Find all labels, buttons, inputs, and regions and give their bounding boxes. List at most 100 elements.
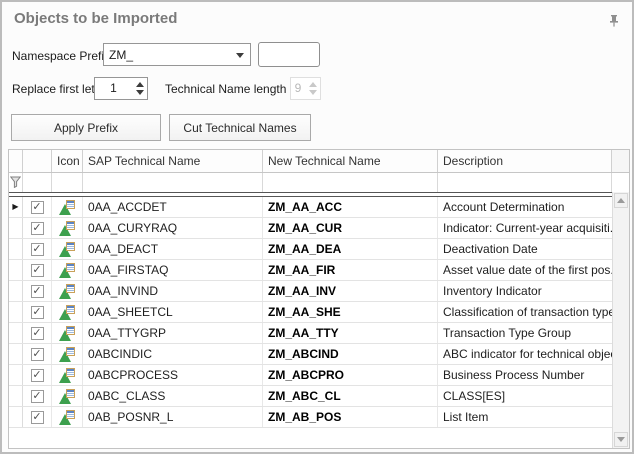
new-technical-name-cell: ZM_ABC_CL [263,386,438,406]
icon-cell [52,344,83,364]
new-technical-name-cell: ZM_AA_FIR [263,260,438,280]
new-technical-name-cell: ZM_AA_CUR [263,218,438,238]
row-checkbox[interactable]: ✓ [30,305,44,319]
arrow-up-icon [617,198,625,203]
description-cell: Deactivation Date [443,242,538,256]
replace-first-letters-stepper[interactable]: 1 [94,77,148,100]
pin-icon[interactable] [608,14,620,28]
cut-technical-names-button[interactable]: Cut Technical Names [169,114,311,141]
table-row[interactable]: ✓ 0ABCINDIC ZM_ABCIND ABC indicator for … [9,344,612,365]
checkbox-cell: ✓ [23,260,52,280]
row-checkbox[interactable]: ✓ [30,200,44,214]
icon-cell [52,197,83,217]
sap-technical-name-cell: 0AA_SHEETCL [83,302,263,322]
infoobject-icon [59,409,75,425]
row-checkbox[interactable]: ✓ [30,284,44,298]
new-technical-name-cell: ZM_AA_ACC [263,197,438,217]
header-checkbox-column[interactable] [23,150,52,172]
row-checkbox[interactable]: ✓ [30,389,44,403]
header-sap-technical-name[interactable]: SAP Technical Name [83,150,263,172]
table-row[interactable]: ✓ 0ABCPROCESS ZM_ABCPRO Business Process… [9,365,612,386]
table-row[interactable]: ✓ 0AA_FIRSTAQ ZM_AA_FIR Asset value date… [9,260,612,281]
checkbox-cell: ✓ [23,218,52,238]
replace-first-letters-value: 1 [110,81,117,95]
filter-cell[interactable] [23,173,52,192]
row-checkbox[interactable]: ✓ [30,347,44,361]
table-row[interactable]: ▶ ✓ 0AA_ACCDET ZM_AA_ACC Account Determi… [9,197,612,218]
table-row[interactable]: ✓ 0AB_POSNR_L ZM_AB_POS List Item [9,407,612,428]
infoobject-icon [59,241,75,257]
infoobject-icon [59,262,75,278]
prefix-extra-input[interactable] [258,42,320,67]
new-technical-name-cell: ZM_ABCPRO [263,365,438,385]
description-cell: Inventory Indicator [443,284,542,298]
checkbox-cell: ✓ [23,302,52,322]
namespace-prefix-combobox[interactable]: ZM_ [103,43,251,66]
icon-cell [52,260,83,280]
checkbox-cell: ✓ [23,323,52,343]
spin-down-icon[interactable] [135,90,144,95]
description-cell: Account Determination [443,200,565,214]
page-title: Objects to be Imported [14,10,178,27]
table-row[interactable]: ✓ 0AA_SHEETCL ZM_AA_SHE Classification o… [9,302,612,323]
filter-cell[interactable] [83,173,263,192]
header-new-technical-name[interactable]: New Technical Name [263,150,438,172]
table-row[interactable]: ✓ 0ABC_CLASS ZM_ABC_CL CLASS[ES] [9,386,612,407]
table-row[interactable]: ✓ 0AA_INVIND ZM_AA_INV Inventory Indicat… [9,281,612,302]
fixed-row-separator [9,192,612,197]
filter-cell[interactable] [52,173,83,192]
row-indicator [9,239,23,259]
filter-cell[interactable] [438,173,612,192]
scroll-up-button[interactable] [614,193,628,208]
table-row[interactable]: ✓ 0AA_TTYGRP ZM_AA_TTY Transaction Type … [9,323,612,344]
row-indicator [9,386,23,406]
namespace-prefix-value: ZM_ [109,47,133,62]
infoobject-icon [59,220,75,236]
arrow-down-icon [617,437,625,442]
header-description[interactable]: Description [438,150,612,172]
checkbox-cell: ✓ [23,344,52,364]
sap-technical-name-cell: 0ABC_CLASS [83,386,263,406]
replace-first-letters-label: Replace first letters [12,82,115,96]
new-technical-name-cell: ZM_ABCIND [263,344,438,364]
filter-row-indicator [9,173,23,192]
row-indicator [9,365,23,385]
sap-technical-name-cell: 0AA_DEACT [83,239,263,259]
table-header-row: Icon SAP Technical Name New Technical Na… [9,150,629,173]
filter-cell[interactable] [263,173,438,192]
spin-up-icon[interactable] [135,82,144,87]
row-checkbox[interactable]: ✓ [30,263,44,277]
vertical-scrollbar[interactable] [612,192,629,448]
chevron-down-icon[interactable] [236,53,244,58]
sap-technical-name-cell: 0AA_CURYRAQ [83,218,263,238]
row-checkbox[interactable]: ✓ [30,368,44,382]
row-checkbox[interactable]: ✓ [30,221,44,235]
row-checkbox[interactable]: ✓ [30,326,44,340]
table-body: ▶ ✓ 0AA_ACCDET ZM_AA_ACC Account Determi… [9,197,612,428]
description-cell: Indicator: Current-year acquisiti... [443,221,612,235]
infoobject-icon [59,346,75,362]
header-row-indicator [9,150,23,172]
sap-technical-name-cell: 0AA_TTYGRP [83,323,263,343]
table-row[interactable]: ✓ 0AA_DEACT ZM_AA_DEA Deactivation Date [9,239,612,260]
description-cell: Asset value date of the first pos... [443,263,612,277]
technical-name-length-stepper: 9 [290,77,321,100]
sap-technical-name-cell: 0ABCINDIC [83,344,263,364]
icon-cell [52,281,83,301]
icon-cell [52,323,83,343]
filter-filler [612,173,629,192]
header-icon-column[interactable]: Icon [52,150,83,172]
filter-funnel-icon[interactable] [10,176,21,188]
description-cell: List Item [443,410,489,424]
header-filler [612,150,629,172]
apply-prefix-button[interactable]: Apply Prefix [11,114,161,141]
table-row[interactable]: ✓ 0AA_CURYRAQ ZM_AA_CUR Indicator: Curre… [9,218,612,239]
scroll-down-button[interactable] [614,432,628,447]
row-checkbox[interactable]: ✓ [30,410,44,424]
namespace-prefix-label: Namespace Prefix [12,49,111,63]
icon-cell [52,386,83,406]
row-indicator [9,344,23,364]
filter-row [9,173,629,192]
row-checkbox[interactable]: ✓ [30,242,44,256]
description-cell: CLASS[ES] [443,389,506,403]
